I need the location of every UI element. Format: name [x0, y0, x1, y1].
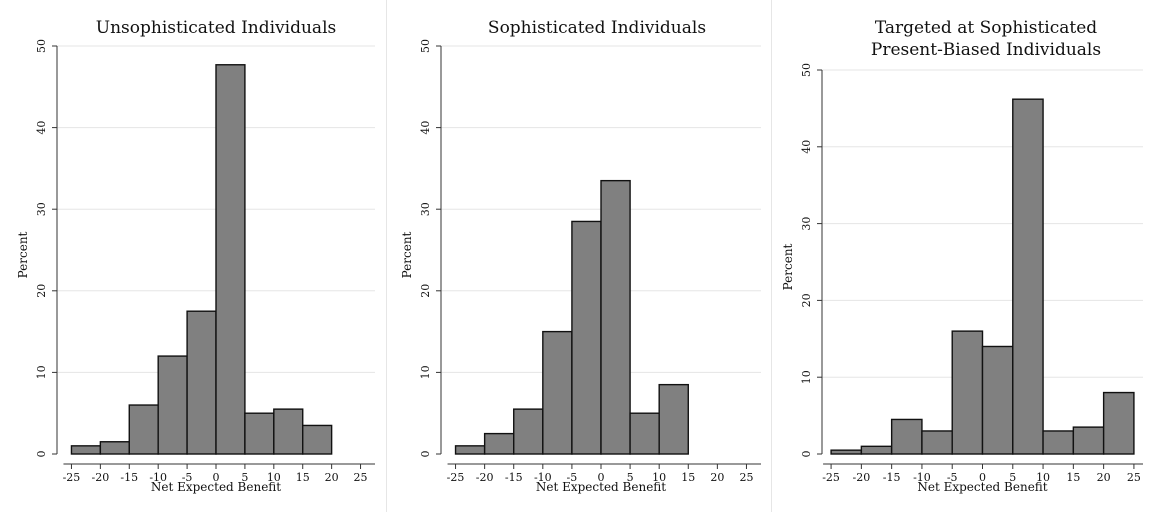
x-tick-label: 20	[710, 471, 724, 484]
x-tick-label: 10	[652, 471, 666, 484]
histogram-bar	[890, 418, 923, 455]
x-axis-label: Net Expected Benefit	[536, 480, 666, 494]
histogram-bar	[273, 408, 304, 455]
chart-panel-sophisticated: 0 10 20 30 40 50 -25 -20 -15 -10 -5 0 5 10 15 20 25 Sophi…	[387, 0, 771, 512]
x-tick-label: 5	[627, 471, 634, 484]
histogram-bar	[600, 179, 631, 455]
chart-title: Unsophisticated Individuals	[96, 18, 336, 38]
y-tick-label: 0	[800, 451, 813, 458]
x-tick-label: -15	[505, 471, 523, 484]
y-tick-label: 50	[800, 63, 813, 77]
x-tick-label: 5	[241, 471, 248, 484]
y-tick-label: 40	[800, 140, 813, 154]
chart-title: Targeted at Sophisticated	[875, 18, 1097, 38]
x-tick-label: 15	[1066, 471, 1080, 484]
histogram-bar	[921, 430, 953, 455]
histogram-bar	[981, 345, 1014, 455]
x-tick-label: 15	[296, 471, 310, 484]
histogram-bar	[302, 424, 333, 455]
x-tick-label: -25	[447, 471, 465, 484]
histogram-bar	[70, 445, 102, 455]
x-tick-label: -5	[947, 471, 958, 484]
x-tick-label: 25	[1127, 471, 1141, 484]
histogram-bar	[1012, 98, 1044, 455]
histogram-unsophisticated: 0 10 20 30 40 50 -25 -20 -15 -10 -5 0 5 10 15 20 25 Unsop…	[16, 18, 375, 494]
histogram-bar	[454, 445, 486, 455]
histogram-bar	[571, 220, 602, 455]
histogram-bar	[629, 412, 660, 455]
histogram-bar	[658, 383, 689, 455]
histogram-bar	[513, 408, 544, 455]
x-tick-label: 20	[1097, 471, 1111, 484]
histogram-targeted: 0 10 20 30 40 50 -25 -20 -15 -10 -5 0 5 10 15 20 25 Targe…	[781, 18, 1143, 494]
y-tick-label: 30	[800, 217, 813, 231]
histogram-bar	[483, 432, 515, 455]
histogram-bar	[1042, 430, 1075, 455]
x-tick-label: -20	[476, 471, 494, 484]
x-tick-label: 5	[1009, 471, 1016, 484]
y-axis-label: Percent	[16, 231, 30, 278]
x-tick-label: -20	[92, 471, 110, 484]
x-tick-label: 0	[598, 471, 605, 484]
histogram-bar	[1102, 391, 1135, 455]
histogram-bar	[157, 355, 188, 455]
histogram-sophisticated: 0 10 20 30 40 50 -25 -20 -15 -10 -5 0 5 10 15 20 25 Sophi…	[400, 18, 761, 494]
chart-title: Sophisticated Individuals	[488, 18, 706, 38]
y-tick-label: 30	[419, 202, 432, 216]
x-tick-label: -25	[63, 471, 81, 484]
x-tick-label: 0	[213, 471, 220, 484]
histogram-bar	[830, 449, 863, 455]
y-tick-label: 10	[419, 365, 432, 379]
panel-divider	[771, 0, 772, 512]
histogram-bar	[244, 412, 275, 455]
x-tick-label: -25	[822, 471, 840, 484]
y-tick-label: 20	[800, 293, 813, 307]
x-axis-label: Net Expected Benefit	[151, 480, 281, 494]
x-tick-label: 25	[354, 471, 368, 484]
histogram-bar	[128, 404, 159, 455]
x-tick-label: 10	[1036, 471, 1050, 484]
x-tick-label: -10	[534, 471, 552, 484]
y-tick-label: 10	[800, 370, 813, 384]
y-axis-label: Percent	[781, 243, 795, 290]
x-tick-label: -10	[913, 471, 931, 484]
x-tick-label: 15	[681, 471, 695, 484]
y-tick-label: 0	[419, 451, 432, 458]
histogram-bar	[542, 330, 573, 455]
x-tick-label: 0	[979, 471, 986, 484]
x-tick-label: -15	[883, 471, 901, 484]
y-tick-label: 30	[35, 202, 48, 216]
x-axis-label: Net Expected Benefit	[917, 480, 1047, 494]
y-tick-label: 50	[419, 39, 432, 53]
x-tick-label: -5	[182, 471, 193, 484]
x-tick-label: 10	[267, 471, 281, 484]
histogram-bar	[860, 445, 893, 455]
chart-panel-unsophisticated: 0 10 20 30 40 50 -25 -20 -15 -10 -5 0 5 10 15 20 25 Unsop…	[0, 0, 386, 512]
histogram-bar	[186, 310, 217, 455]
y-tick-label: 20	[35, 284, 48, 298]
histogram-bar	[99, 441, 130, 455]
x-tick-label: 20	[325, 471, 339, 484]
histogram-bar	[1072, 426, 1105, 455]
y-tick-label: 40	[419, 121, 432, 135]
histogram-bar	[951, 330, 984, 455]
x-tick-label: -10	[149, 471, 167, 484]
y-tick-label: 0	[35, 451, 48, 458]
y-axis-label: Percent	[400, 231, 414, 278]
x-tick-label: 25	[739, 471, 753, 484]
chart-title: Present-Biased Individuals	[871, 40, 1101, 60]
chart-panel-targeted: 0 10 20 30 40 50 -25 -20 -15 -10 -5 0 5 10 15 20 25 Targe…	[772, 0, 1151, 512]
histogram-bar	[215, 64, 246, 455]
x-tick-label: -15	[120, 471, 138, 484]
y-tick-label: 50	[35, 39, 48, 53]
x-tick-label: -5	[567, 471, 578, 484]
y-tick-label: 40	[35, 121, 48, 135]
y-tick-label: 10	[35, 365, 48, 379]
x-tick-label: -20	[853, 471, 871, 484]
panel-divider	[386, 0, 387, 512]
y-tick-label: 20	[419, 284, 432, 298]
